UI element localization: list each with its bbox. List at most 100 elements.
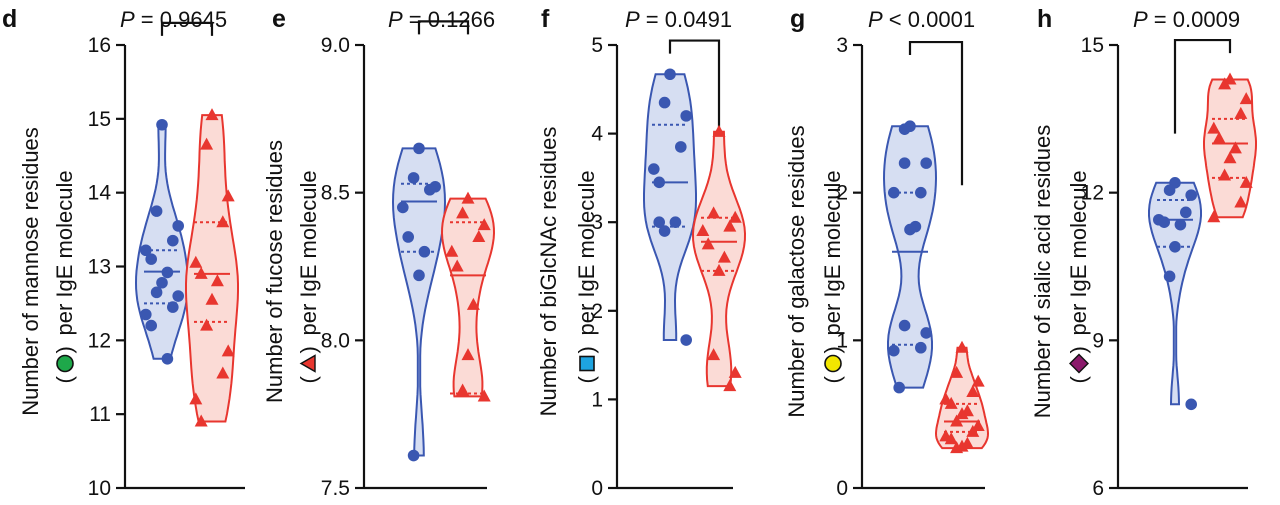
glycan-symbol-icon bbox=[824, 354, 842, 373]
data-point bbox=[167, 234, 179, 247]
data-point bbox=[1212, 131, 1226, 144]
y-tick-label: 4 bbox=[591, 123, 603, 146]
data-point bbox=[418, 245, 431, 258]
violin-outline bbox=[391, 147, 447, 457]
data-point bbox=[456, 383, 470, 396]
data-point bbox=[221, 344, 235, 357]
panel-letter: g bbox=[790, 5, 805, 33]
violin-blue bbox=[1148, 177, 1202, 411]
data-point bbox=[966, 424, 980, 437]
data-point bbox=[407, 449, 420, 462]
data-point bbox=[210, 274, 224, 287]
data-point bbox=[971, 418, 985, 431]
data-point bbox=[944, 432, 958, 445]
y-tick-label: 12 bbox=[1081, 182, 1104, 205]
p-value-label: P < 0.0001 bbox=[868, 7, 975, 32]
data-point bbox=[648, 163, 660, 175]
y-axis-label-line1: Number of mannose residues bbox=[18, 127, 43, 416]
data-point bbox=[407, 172, 420, 184]
violin-blue bbox=[643, 68, 697, 346]
data-point bbox=[156, 118, 168, 131]
violin-outline bbox=[185, 114, 239, 423]
data-point bbox=[723, 379, 737, 392]
data-point bbox=[200, 318, 214, 331]
data-point bbox=[221, 189, 235, 202]
data-point bbox=[477, 389, 491, 402]
data-point bbox=[156, 276, 168, 289]
data-point bbox=[950, 414, 964, 427]
y-tick-label: 1 bbox=[836, 329, 848, 352]
panel-letter: f bbox=[541, 5, 550, 33]
data-point bbox=[161, 266, 174, 279]
significance-bracket bbox=[908, 40, 964, 186]
violin-outline bbox=[134, 123, 190, 360]
data-point bbox=[920, 327, 932, 339]
data-point bbox=[1163, 184, 1176, 197]
data-point bbox=[194, 266, 208, 279]
data-point bbox=[445, 244, 459, 257]
panel-letter: e bbox=[272, 5, 286, 33]
data-point bbox=[189, 255, 203, 268]
data-point bbox=[653, 176, 665, 189]
y-tick-label: 13 bbox=[88, 256, 111, 279]
data-point bbox=[189, 392, 203, 405]
glycan-symbol-icon bbox=[1069, 353, 1089, 374]
data-point bbox=[966, 385, 980, 398]
data-point bbox=[696, 224, 710, 237]
y-tick-label: 3 bbox=[591, 211, 603, 234]
violin-red bbox=[185, 108, 239, 427]
y-tick-label: 16 bbox=[88, 34, 111, 57]
data-point bbox=[140, 244, 152, 257]
y-axis-label-line1: Number of galactose residues bbox=[784, 125, 809, 417]
violin-red bbox=[691, 124, 747, 392]
data-point bbox=[1218, 168, 1232, 181]
data-point bbox=[150, 286, 163, 299]
significance-bracket bbox=[417, 20, 470, 35]
data-point bbox=[701, 237, 715, 250]
paren-open: ( bbox=[1066, 376, 1091, 384]
data-point bbox=[1185, 398, 1197, 411]
y-axis-label-text: per IgE molecule bbox=[820, 170, 845, 335]
data-point bbox=[1169, 241, 1181, 253]
data-point bbox=[216, 215, 230, 228]
data-point bbox=[712, 263, 726, 276]
data-point bbox=[680, 334, 692, 346]
paren-close: ) bbox=[52, 346, 77, 353]
data-point bbox=[472, 229, 486, 242]
y-tick-label: 7.5 bbox=[321, 477, 350, 500]
data-point bbox=[1234, 106, 1248, 119]
data-point bbox=[1185, 189, 1197, 201]
data-point bbox=[161, 352, 174, 365]
paren-close: ) bbox=[296, 346, 321, 353]
panel-f: f P = 0.0491 0 1 2 3 4 5 Number of biGlcNAc resi… bbox=[536, 5, 747, 500]
data-point bbox=[194, 414, 208, 427]
data-point bbox=[150, 205, 163, 217]
significance-bracket bbox=[668, 39, 721, 187]
y-axis-label-line1: Number of biGlcNAc residues bbox=[536, 127, 561, 417]
significance-bracket bbox=[160, 21, 214, 36]
glycan-symbol-icon bbox=[56, 354, 74, 373]
y-axis-label-line2: per IgE molecule () bbox=[296, 170, 321, 383]
y-axis-label-text: per IgE molecule bbox=[1066, 170, 1091, 335]
data-point bbox=[669, 216, 682, 228]
paren-open: ( bbox=[52, 376, 77, 384]
y-axis-label-line1: Number of fucose residues bbox=[262, 140, 287, 403]
data-point bbox=[200, 137, 214, 150]
data-point bbox=[955, 407, 969, 420]
data-point bbox=[653, 216, 665, 228]
y-tick-label: 8.5 bbox=[321, 182, 350, 205]
data-point bbox=[675, 141, 687, 153]
data-point bbox=[898, 319, 911, 332]
data-point bbox=[658, 225, 671, 237]
data-point bbox=[413, 142, 425, 155]
paren-close: ) bbox=[574, 346, 599, 353]
y-tick-label: 1 bbox=[591, 388, 603, 411]
data-point bbox=[205, 292, 219, 305]
violin-outline bbox=[691, 130, 747, 388]
y-axis-label-text: per IgE molecule bbox=[52, 170, 77, 335]
data-point bbox=[1218, 77, 1232, 90]
data-point bbox=[456, 206, 470, 219]
data-point bbox=[145, 253, 157, 265]
data-point bbox=[172, 220, 184, 232]
